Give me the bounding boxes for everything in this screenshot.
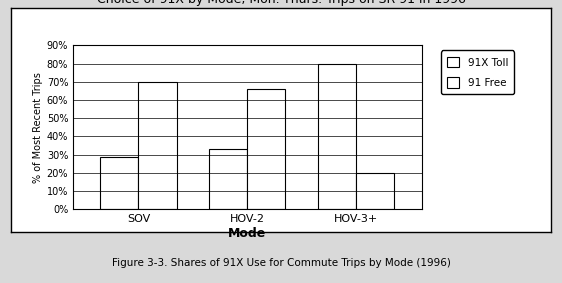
Bar	[138, 82, 176, 209]
Y-axis label: % of Most Recent Trips: % of Most Recent Trips	[33, 72, 43, 183]
Bar	[209, 149, 247, 209]
Bar	[318, 63, 356, 209]
X-axis label: Mode: Mode	[228, 227, 266, 240]
Bar	[100, 156, 138, 209]
Title: Choice of 91X by Mode, Mon.-Thurs. Trips on SR 91 in 1996: Choice of 91X by Mode, Mon.-Thurs. Trips…	[97, 0, 465, 6]
Bar	[356, 173, 395, 209]
Legend: 91X Toll, 91 Free: 91X Toll, 91 Free	[441, 50, 514, 94]
Bar	[247, 89, 285, 209]
Text: Figure 3-3. Shares of 91X Use for Commute Trips by Mode (1996): Figure 3-3. Shares of 91X Use for Commut…	[112, 258, 450, 268]
